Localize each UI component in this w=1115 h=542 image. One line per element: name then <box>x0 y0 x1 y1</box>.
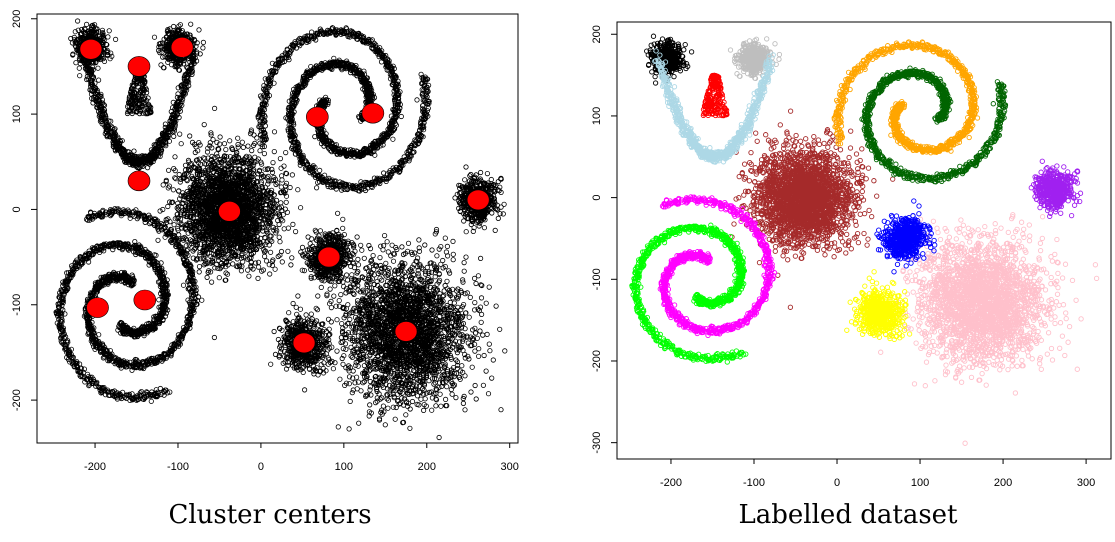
left-x-axis: -200 -100 0 100 200 300 <box>84 443 519 473</box>
left-y-tick-label: -100 <box>11 294 23 316</box>
left-x-tick-label: -200 <box>84 461 106 473</box>
left-y-tick-label: -200 <box>11 389 23 411</box>
right-x-tick-label: 0 <box>834 477 840 489</box>
right-x-tick-label: 200 <box>994 477 1012 489</box>
left-cluster-points-6 <box>284 56 432 193</box>
cluster-center-10 <box>134 290 156 310</box>
cluster-center-1 <box>171 37 193 57</box>
right-y-tick-label: 200 <box>591 25 603 43</box>
cluster-center-6 <box>362 103 384 123</box>
left-y-tick-label: 0 <box>11 206 23 212</box>
right-y-tick-label: 0 <box>591 195 603 201</box>
right-cluster-points-9 <box>845 270 912 342</box>
cluster-center-3 <box>128 171 150 191</box>
left-data-points <box>54 19 507 440</box>
right-data-points <box>630 34 1099 445</box>
right-cluster-points-6 <box>860 66 1008 184</box>
caption-right: Labelled dataset <box>739 500 959 530</box>
left-x-tick-label: 200 <box>418 461 436 473</box>
left-x-tick-label: -100 <box>167 461 189 473</box>
plot-frame-right <box>617 22 1111 459</box>
right-y-tick-label: 100 <box>591 107 603 125</box>
left-cluster-points-5 <box>256 26 404 160</box>
right-x-tick-label: 300 <box>1077 477 1095 489</box>
right-cluster-points-11 <box>630 223 748 364</box>
cluster-center-4 <box>218 201 240 221</box>
left-x-tick-label: 0 <box>258 461 264 473</box>
right-y-tick-label: -300 <box>591 432 603 454</box>
panel-cluster-centers: -200 -100 0 100 200 300 -200 -100 0 100 200 Clust… <box>11 10 519 530</box>
right-y-axis: -300 -200 -100 0 100 200 <box>591 25 617 454</box>
left-cluster-points-11 <box>54 239 172 403</box>
cluster-center-8 <box>318 247 340 267</box>
right-cluster-points-2 <box>701 73 729 118</box>
cluster-center-7 <box>467 190 489 210</box>
caption-left: Cluster centers <box>168 500 371 530</box>
right-x-tick-label: 100 <box>911 477 929 489</box>
panel-labelled-dataset: -200 -100 0 100 200 300 -300 -200 -100 0 100 200 L… <box>591 22 1111 530</box>
right-x-tick-label: -200 <box>660 477 682 489</box>
right-x-axis: -200 -100 0 100 200 300 <box>660 459 1095 489</box>
cluster-center-11 <box>293 333 315 353</box>
right-y-tick-label: -100 <box>591 268 603 290</box>
left-y-tick-label: 100 <box>11 105 23 123</box>
right-cluster-points-5 <box>832 40 980 155</box>
cluster-center-9 <box>87 298 109 318</box>
right-x-tick-label: -100 <box>743 477 765 489</box>
cluster-center-0 <box>80 39 102 59</box>
left-cluster-points-12 <box>82 206 201 372</box>
cluster-center-12 <box>395 321 417 341</box>
right-cluster-points-12 <box>658 195 777 338</box>
right-y-tick-label: -200 <box>591 350 603 372</box>
left-y-tick-label: 200 <box>11 10 23 28</box>
left-x-tick-label: 300 <box>501 461 519 473</box>
left-x-tick-label: 100 <box>335 461 353 473</box>
left-y-axis: -200 -100 0 100 200 <box>11 10 37 412</box>
cluster-center-5 <box>306 107 328 127</box>
cluster-center-2 <box>128 56 150 76</box>
right-cluster-points-7 <box>1029 159 1083 219</box>
